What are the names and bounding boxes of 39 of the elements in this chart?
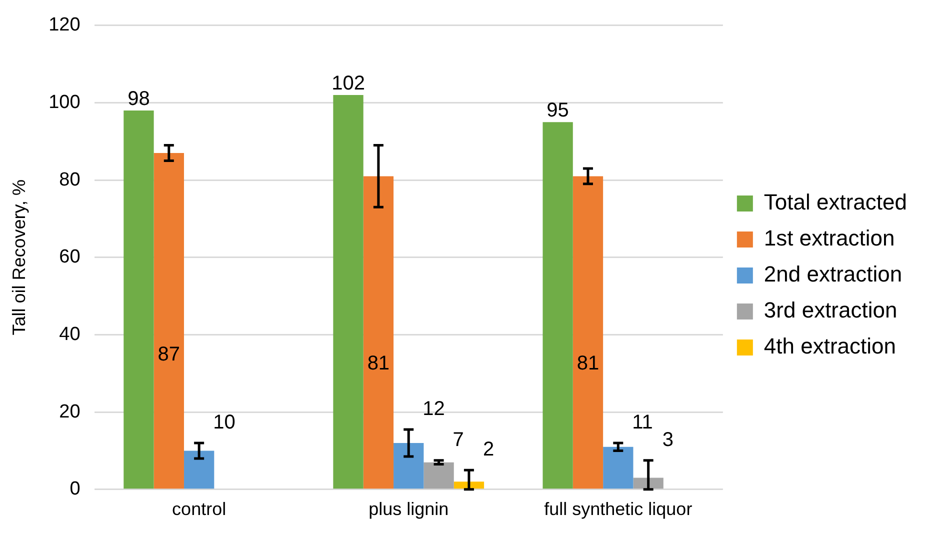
bar bbox=[542, 122, 573, 489]
legend-label: 1st extraction bbox=[764, 226, 895, 251]
data-label: 10 bbox=[213, 412, 236, 434]
legend-label: 2nd extraction bbox=[764, 262, 902, 287]
bar bbox=[454, 482, 484, 489]
data-label: 102 bbox=[332, 72, 365, 95]
data-label: 81 bbox=[576, 352, 600, 375]
bar bbox=[333, 95, 364, 489]
data-label: 87 bbox=[158, 343, 180, 366]
y-tick-label: 80 bbox=[59, 169, 80, 190]
bar bbox=[603, 446, 634, 489]
bar bbox=[572, 176, 604, 489]
legend-label: 4th extraction bbox=[764, 334, 896, 359]
data-label: 3 bbox=[662, 428, 674, 451]
legend-label: 3rd extraction bbox=[764, 298, 898, 323]
data-label: 95 bbox=[546, 100, 569, 122]
x-tick-label: control bbox=[172, 499, 226, 520]
y-axis-title: Tall oil Recovery, % bbox=[8, 180, 29, 336]
data-label: 2 bbox=[482, 438, 494, 461]
bar bbox=[424, 462, 454, 489]
data-label: 12 bbox=[422, 398, 445, 420]
data-label: 81 bbox=[367, 352, 390, 375]
x-tick-label: full synthetic liquor bbox=[544, 499, 692, 520]
y-tick-label: 20 bbox=[59, 401, 80, 422]
data-label: 7 bbox=[452, 428, 464, 451]
bar bbox=[124, 110, 154, 489]
bar bbox=[184, 450, 214, 489]
y-tick-label: 120 bbox=[48, 14, 80, 36]
bar bbox=[154, 153, 184, 489]
data-label: 11 bbox=[632, 412, 653, 434]
y-tick-label: 0 bbox=[70, 478, 80, 500]
bar bbox=[363, 176, 394, 489]
y-tick-label: 40 bbox=[59, 324, 80, 345]
x-tick-label: plus lignin bbox=[368, 499, 449, 520]
y-tick-label: 100 bbox=[48, 92, 80, 113]
legend-label: Total extracted bbox=[764, 190, 908, 215]
data-label: 98 bbox=[128, 88, 150, 110]
bar bbox=[394, 443, 424, 489]
y-tick-label: 60 bbox=[59, 246, 80, 268]
